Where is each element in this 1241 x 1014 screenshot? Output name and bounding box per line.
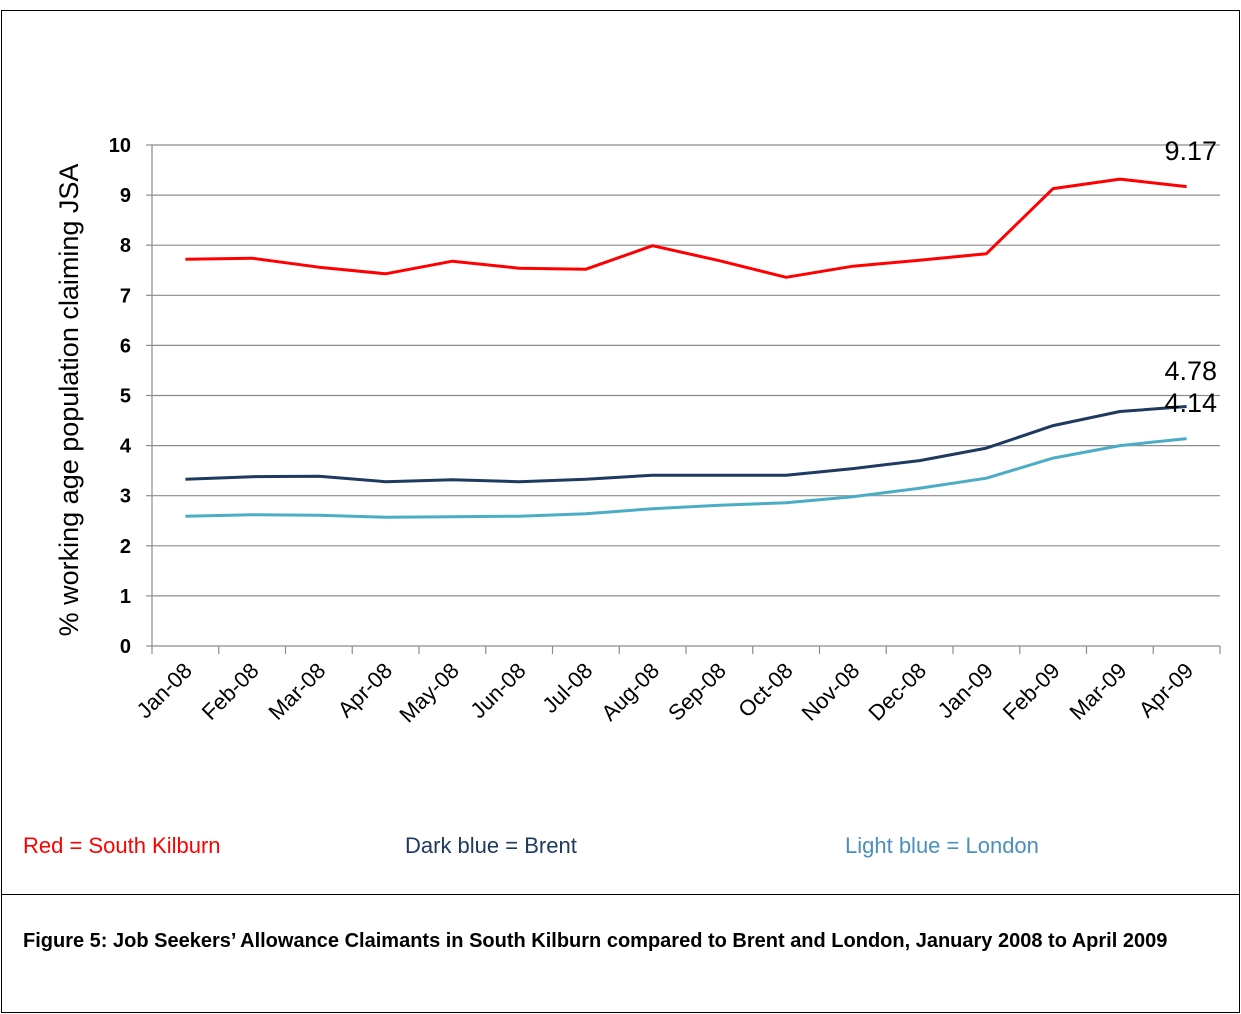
end-value-labels: 9.17 4.784.14 [1164,136,1217,418]
caption-divider [1,894,1240,895]
y-tick-label: 8 [120,235,131,257]
y-tick-label: 2 [120,536,131,558]
y-tick-label: 0 [120,636,131,658]
x-tick-label: Nov-08 [797,658,865,726]
y-tick-label: 9 [120,185,131,207]
y-tick-labels: 0 1 2 3 4 5 6 7 8 9 10 [109,135,132,658]
x-tick-label: Sep-08 [663,658,731,726]
y-tick-label: 1 [120,586,131,608]
y-tick-label: 6 [120,335,131,357]
x-tick-label: Feb-08 [197,658,264,725]
x-tick-label: Jul-08 [537,658,597,718]
x-tick-label: Aug-08 [596,658,664,726]
y-tick-label: 3 [120,486,131,508]
legend-london: Light blue = London [845,833,1039,858]
x-tick-label: Apr-09 [1134,658,1198,722]
x-tick-label: Dec-08 [863,658,931,726]
x-tick-label: Jun-08 [465,658,530,723]
legend-south-kilburn: Red = South Kilburn [23,833,221,858]
legend-brent: Dark blue = Brent [405,833,577,858]
x-tick-label: Jan-09 [933,658,998,723]
series-lines [185,177,1187,519]
series-line-south-kilburn [185,177,1187,279]
y-axis-label: % working age population claiming JSA [54,164,84,637]
end-label-london: 4.14 [1164,388,1217,418]
gridlines [152,144,1220,597]
x-tick-label: Apr-08 [333,658,397,722]
series-line-london [185,437,1187,519]
y-tick-label: 7 [120,285,131,307]
axes [146,144,1221,654]
y-tick-label: 5 [120,386,131,408]
figure-caption: Figure 5: Job Seekers’ Allowance Claiman… [23,930,1168,952]
end-label-south-kilburn: 9.17 [1164,136,1217,166]
y-tick-label: 10 [109,135,131,157]
end-label-brent: 4.78 [1164,356,1217,386]
x-tick-label: Jan-08 [132,658,197,723]
series-line-brent [185,405,1187,484]
figure-frame [1,10,1240,1013]
line-chart: 0 1 2 3 4 5 6 7 8 9 10 Jan-08 Feb-08 Mar-08 Apr-08May… [54,135,1221,728]
y-tick-label: 4 [120,436,132,458]
x-tick-label: Feb-09 [998,658,1065,725]
x-tick-label: Mar-08 [263,658,330,725]
x-tick-label: May-08 [394,658,464,728]
x-tick-label: Oct-08 [733,658,797,722]
x-tick-label: Mar-09 [1064,658,1131,725]
